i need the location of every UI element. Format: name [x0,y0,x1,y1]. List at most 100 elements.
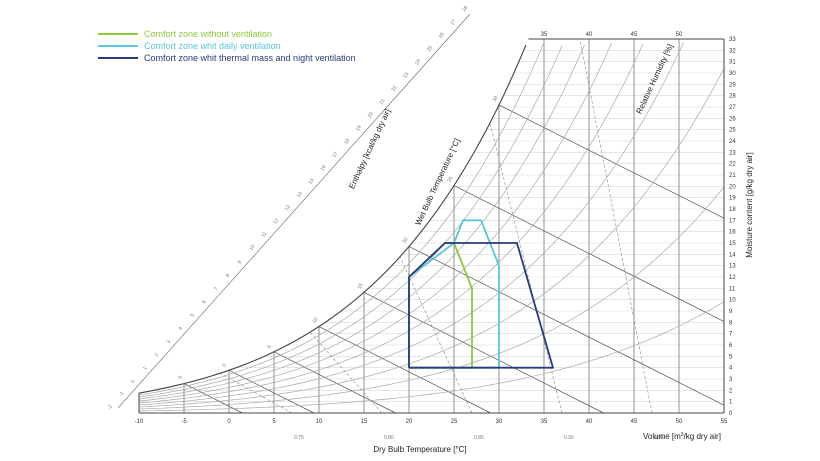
x-tick-label: 5 [272,419,276,425]
volume-line [399,256,473,414]
y-tick-label: 5 [729,354,733,360]
x-axis-title: Dry Bulb Temperature [°C] [373,445,466,454]
x-tick-label: 10 [316,419,323,425]
volume-axis-title: Volume [m3/kg dry air] [643,432,721,441]
y-tick-label: 33 [729,37,736,43]
x-tick-label: 55 [721,419,728,425]
legend-label: Comfort zone without ventilation [144,29,273,39]
relative-humidity-curve [138,186,725,410]
relative-humidity-curve [138,42,545,396]
enthalpy-tick-label: 10 [249,244,257,252]
enthalpy-tick-label: 3 [166,339,173,345]
legend-entry: Comfort zone without ventilation [98,28,356,40]
wet-bulb-line [318,326,491,414]
y-tick-label: 28 [729,94,736,100]
x-tick-label: 30 [496,419,503,425]
enthalpy-axis-title: Enthalpy [kcal/kg dry air] [347,108,392,191]
enthalpy-tick-label: 20 [367,111,375,119]
y-tick-label: 17 [729,218,736,224]
x-tick-label: 50 [676,419,683,425]
legend: Comfort zone without ventilation Comfort… [98,28,356,64]
wet-bulb-axis-title: Wet Bulb Temperature [°C] [414,137,462,227]
y-tick-label: 3 [729,377,733,383]
top-tick-label: 45 [631,32,638,38]
top-tick-label: 50 [676,32,683,38]
relative-humidity-curve [138,43,612,402]
top-tick-label: 35 [541,32,548,38]
y-tick-label: 32 [729,48,736,54]
enthalpy-tick-label: 7 [213,286,220,292]
y-tick-label: 14 [729,252,736,258]
legend-label: Comfort zone whit thermal mass and night… [144,53,356,63]
legend-swatch [98,45,138,47]
enthalpy-tick-label: 25 [426,45,434,53]
legend-swatch [98,57,138,59]
relative-humidity-curve [138,43,644,404]
volume-line [309,332,383,414]
volume-line [219,373,293,414]
enthalpy-tick-label: 0 [130,379,137,385]
y-tick-label: 12 [729,275,736,281]
enthalpy-tick-label: 23 [402,71,410,79]
y-tick-label: 29 [729,82,736,88]
volume-line [579,38,653,414]
enthalpy-tick-label: 5 [189,313,196,319]
y-tick-label: 20 [729,184,736,190]
wet-bulb-tick-label: 20 [402,236,410,244]
legend-entry: Comfort zone whit thermal mass and night… [98,52,356,64]
volume-tick-label: 0.80 [384,435,394,441]
wet-bulb-line [363,292,604,414]
comfort-zone-outline [408,242,473,369]
enthalpy-tick-label: 12 [272,217,280,225]
enthalpy-tick-label: 28 [462,5,470,13]
x-tick-label: 45 [631,419,638,425]
y-tick-label: 0 [729,411,733,417]
legend-label: Comfort zone whit daily ventilation [144,41,281,51]
y-tick-label: 24 [729,139,736,145]
enthalpy-tick-label: 21 [379,98,387,106]
enthalpy-tick-label: 14 [296,191,304,199]
relative-humidity-curve [138,44,585,400]
y-tick-label: 1 [729,400,733,406]
wet-bulb-line [228,369,315,414]
wet-bulb-tick-label: 30 [492,95,500,103]
enthalpy-tick-label: 13 [284,204,292,212]
zone-layer [408,219,554,369]
y-tick-label: 19 [729,196,736,202]
y-tick-label: 6 [729,343,733,349]
y-tick-label: 4 [729,366,733,372]
enthalpy-tick-label: 17 [331,151,339,159]
y-tick-label: 9 [729,309,733,315]
legend-swatch [98,33,138,35]
y-tick-label: 13 [729,264,736,270]
curve-layer [138,38,725,414]
wet-bulb-tick-label: -5 [177,375,185,382]
relative-humidity-curve [138,68,725,408]
relative-humidity-curve [138,301,725,412]
y-tick-label: 26 [729,116,736,122]
x-tick-label: 25 [451,419,458,425]
y-axis-title: Moisture content [g/kg dry air] [745,152,754,257]
y-tick-label: 7 [729,332,733,338]
x-tick-label: 15 [361,419,368,425]
wet-bulb-tick-label: 10 [312,317,320,325]
x-tick-label: -5 [181,419,187,425]
y-tick-label: 11 [729,286,736,292]
wet-bulb-line [498,104,725,219]
enthalpy-tick-label: 24 [414,58,422,66]
y-tick-label: 10 [729,298,736,304]
x-tick-label: 20 [406,419,413,425]
grid-layer [138,38,725,414]
enthalpy-tick-label: 6 [201,299,208,305]
volume-tick-label: 0.90 [564,435,574,441]
y-tick-label: 23 [729,150,736,156]
wet-bulb-tick-label: 5 [267,344,274,350]
relative-humidity-title: Relative Humidity [%] [635,43,675,116]
saturation-curve [138,44,527,394]
wet-bulb-line [408,246,725,406]
enthalpy-tick-label: 22 [391,85,399,93]
comfort-zone-outline [408,242,554,369]
wet-bulb-line [453,185,725,322]
volume-tick-label: 0.85 [474,435,484,441]
